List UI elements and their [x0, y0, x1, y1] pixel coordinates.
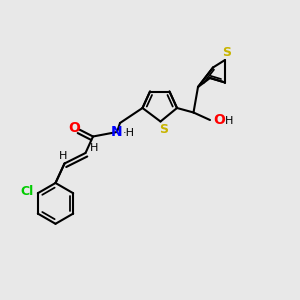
Text: O: O — [68, 121, 80, 135]
Text: H: H — [224, 116, 233, 126]
Text: ·H: ·H — [122, 128, 134, 139]
Text: S: S — [222, 46, 231, 59]
Text: H: H — [90, 142, 98, 153]
Text: Cl: Cl — [21, 185, 34, 198]
Text: O: O — [213, 113, 225, 127]
Text: S: S — [159, 122, 168, 136]
Text: N: N — [111, 125, 123, 139]
Text: H: H — [59, 151, 67, 161]
